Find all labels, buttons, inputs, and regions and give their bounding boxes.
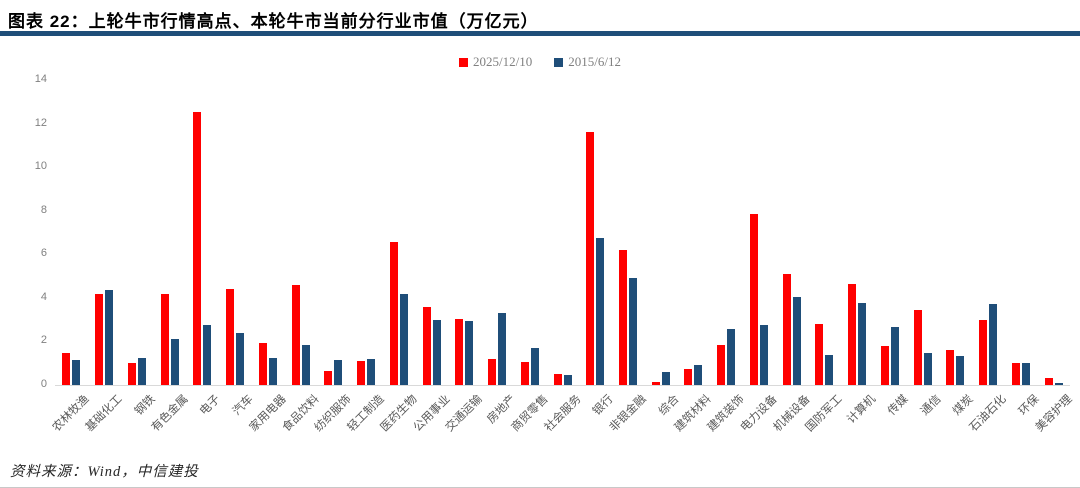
bar-series-1 [301,344,310,385]
bar-series-1 [792,296,801,385]
legend-label-2015: 2015/6/12 [568,54,621,69]
bar-series-1 [596,237,605,385]
bar-series-1 [72,359,81,385]
bar-series-0 [488,358,497,385]
bar-series-1 [890,327,899,385]
bar-series-1 [367,358,376,385]
bar-series-0 [520,362,529,385]
x-axis-label: 通信 [918,393,944,418]
bar-series-1 [563,375,572,385]
bar-series-1 [1054,382,1063,385]
bar-series-1 [661,371,670,385]
source-note: 资料来源：Wind，中信建投 [10,464,199,480]
x-axis-label: 传媒 [885,393,911,418]
bar-series-0 [880,345,889,385]
bar-series-0 [782,273,791,385]
x-axis-label: 环保 [1016,393,1042,418]
bar-series-0 [1011,363,1020,385]
bar-series-0 [684,368,693,385]
y-tick-label: 6 [40,247,47,260]
bar-series-1 [465,320,474,385]
legend-item-2015: 2015/6/12 [554,54,621,70]
bar-series-0 [324,370,333,385]
bar-series-0 [979,319,988,385]
x-axis-label: 钢铁 [132,393,158,418]
bar-series-0 [258,342,267,385]
bar-series-1 [530,347,539,385]
y-tick-label: 2 [40,334,47,347]
bar-series-1 [989,304,998,385]
bar-series-0 [291,284,300,385]
y-tick-label: 12 [34,116,47,129]
bar-series-0 [389,242,398,385]
bar-series-0 [95,293,104,385]
bar-series-1 [727,329,736,385]
bar-series-0 [193,111,202,385]
y-tick-label: 4 [40,290,47,303]
bar-series-1 [268,357,277,385]
x-axis-label: 煤炭 [951,393,976,418]
bar-series-1 [628,278,637,385]
bar-series-1 [203,325,212,385]
bar-series-0 [1044,378,1053,385]
bar-series-0 [455,318,464,385]
bar-series-0 [848,283,857,385]
bar-series-0 [586,132,595,385]
bar-series-1 [105,290,114,385]
bar-series-0 [553,374,562,385]
bar-series-1 [923,353,932,385]
bar-series-1 [858,303,867,385]
bar-series-0 [618,249,627,385]
x-axis-label: 电子 [198,393,223,418]
legend-swatch-blue-icon [554,57,564,67]
legend-label-2025: 2025/12/10 [473,54,533,69]
bar-series-1 [432,319,441,385]
figure-title: 图表 22：上轮牛市行情高点、本轮牛市当前分行业市值（万亿元） [8,12,539,31]
bar-series-1 [825,354,834,385]
bar-series-1 [694,365,703,385]
x-axis-label: 计算机 [844,393,878,427]
bar-series-0 [946,350,955,385]
legend-item-2025: 2025/12/10 [459,54,532,70]
bar-series-0 [422,306,431,385]
bar-series-1 [956,355,965,385]
legend: 2025/12/10 2015/6/12 [0,54,1080,70]
bar-series-0 [160,293,169,385]
bar-chart-plot-area: 0 2 4 6 8 10 12 14 农林牧渔 基础化工 钢铁 有色金属 电子 汽车 家用电器 食品饮料 纺织服… [35,73,1074,434]
bar-series-0 [651,381,660,385]
bar-series-0 [357,361,366,385]
y-tick-label: 10 [34,160,47,173]
y-tick-label: 0 [40,378,47,390]
bar-series-1 [236,332,245,385]
bar-series-1 [759,325,768,385]
bar-series-0 [749,213,758,385]
y-tick-label: 14 [34,73,47,85]
bar-series-0 [127,363,136,385]
bar-series-1 [399,293,408,385]
bar-series-1 [334,359,343,385]
bar-series-0 [62,353,71,385]
bar-series-0 [815,324,824,385]
x-axis-label: 银行 [591,393,616,418]
bar-series-1 [1021,363,1030,385]
bar-series-0 [913,309,922,385]
bar-series-1 [137,357,146,385]
bar-series-1 [170,339,179,385]
y-tick-label: 8 [40,203,47,216]
bar-series-1 [498,313,507,385]
header-rule [0,31,1080,36]
bar-series-0 [717,344,726,385]
legend-swatch-red-icon [459,57,469,67]
bar-series-0 [226,289,235,385]
x-axis-label: 汽车 [230,393,256,418]
